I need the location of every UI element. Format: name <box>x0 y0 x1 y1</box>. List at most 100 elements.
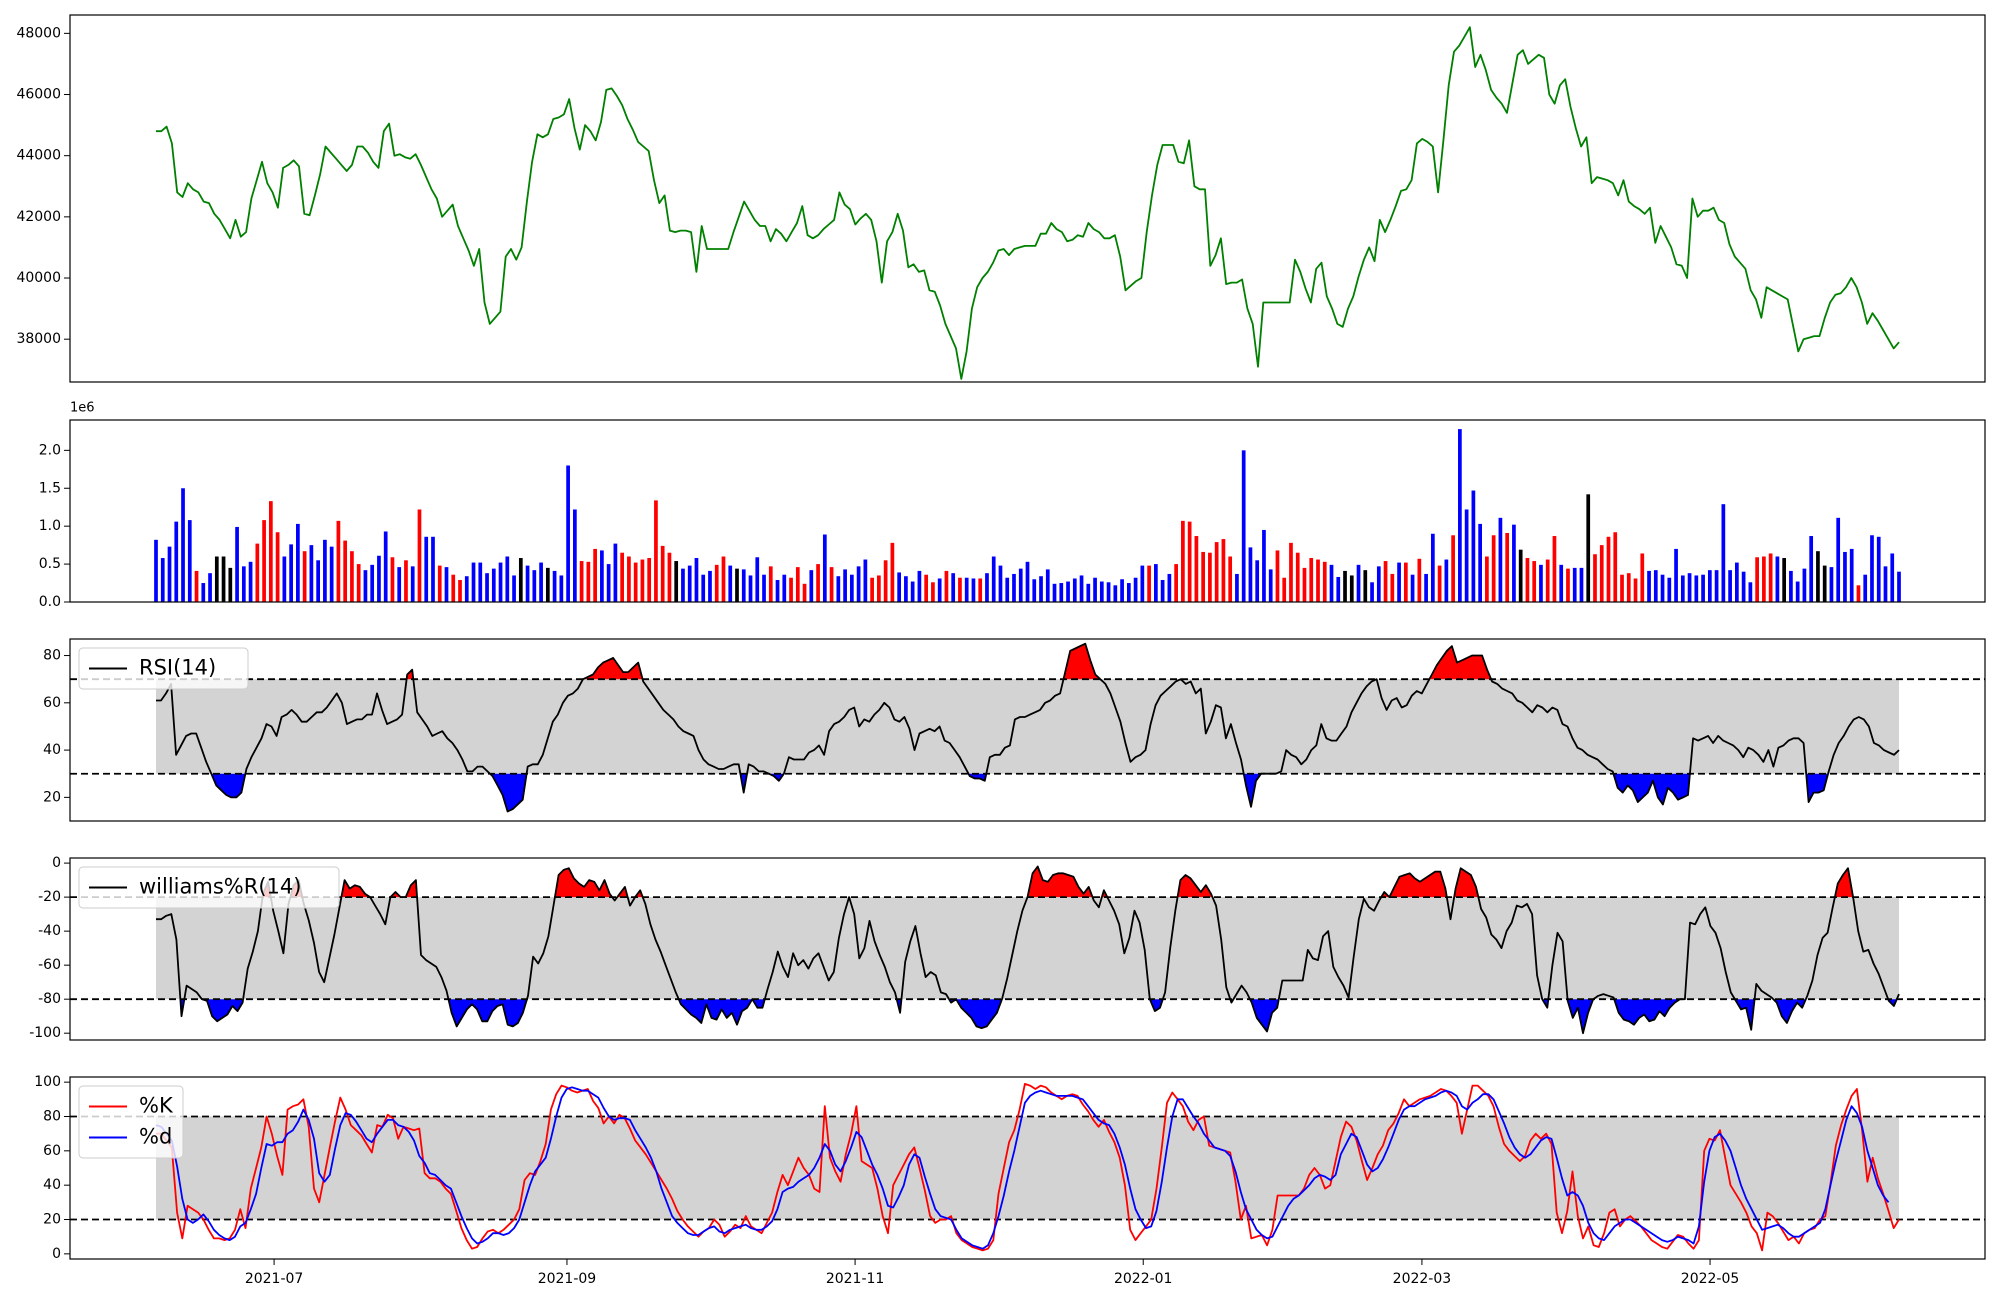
volume-bar <box>1849 548 1854 602</box>
volume-bar <box>1221 539 1226 602</box>
volume-bar <box>1018 568 1023 602</box>
overbought-fill <box>583 657 643 680</box>
volume-bar <box>187 520 192 602</box>
volume-bar <box>1289 542 1293 602</box>
volume-bar <box>1464 509 1469 602</box>
volume-bar <box>1613 532 1618 602</box>
ytick-label: -20 <box>38 889 61 905</box>
volume-bar <box>275 532 280 602</box>
volume-bar <box>1741 571 1746 602</box>
ytick-label: 0.5 <box>39 556 61 572</box>
volume-bar <box>1248 547 1253 602</box>
volume-bar <box>1525 558 1530 602</box>
volume-bar <box>1099 581 1104 602</box>
volume-bar <box>1735 562 1739 602</box>
volume-bar <box>1802 568 1807 602</box>
volume-bar <box>714 564 719 602</box>
volume-bar <box>1444 559 1449 602</box>
volume-bar <box>383 531 388 602</box>
volume-bar <box>1167 573 1172 602</box>
volume-bar <box>782 574 787 602</box>
oversold-fill <box>1773 999 1806 1023</box>
volume-bar <box>1370 582 1374 602</box>
volume-bar <box>1025 561 1030 602</box>
volume-bar <box>1437 565 1442 602</box>
d-line <box>155 1086 1890 1250</box>
volume-bar <box>444 567 449 602</box>
ytick-label: 38000 <box>16 331 61 347</box>
ytick-label: 46000 <box>16 87 61 103</box>
volume-bar <box>1120 579 1124 602</box>
volume-bar <box>1748 582 1753 602</box>
oversold-fill <box>490 773 527 812</box>
volume-bar <box>748 575 753 602</box>
oversold-fill <box>1888 999 1897 1006</box>
volume-bar <box>1336 576 1341 602</box>
volume-bar <box>1829 567 1834 602</box>
ytick-label: 20 <box>43 789 61 805</box>
volume-bar <box>1707 570 1712 602</box>
axes-frame <box>69 14 1986 383</box>
volume-bar <box>1262 529 1266 602</box>
volume-bar <box>606 564 611 602</box>
volume-bar <box>985 573 989 602</box>
xtick-label: 2022-03 <box>1393 1271 1452 1287</box>
oversold-fill <box>1149 999 1163 1012</box>
volume-bar <box>600 550 604 602</box>
volume-bar <box>958 577 962 602</box>
volume-bar <box>971 578 976 602</box>
volume-bar <box>296 523 300 602</box>
volume-bar <box>1181 520 1185 602</box>
volume-bar <box>1045 569 1050 602</box>
volume-bar <box>863 559 868 602</box>
volume-bar <box>910 581 915 602</box>
oversold-fill <box>211 773 246 798</box>
volume-bar <box>167 546 172 602</box>
volume-bar <box>336 520 341 602</box>
volume-bar <box>1316 559 1320 602</box>
volume-bar <box>822 534 827 602</box>
ytick-label: 40 <box>43 1177 61 1193</box>
volume-bar <box>647 558 652 602</box>
volume-bar <box>228 567 233 602</box>
ytick-label: 80 <box>43 648 61 664</box>
volume-bar <box>552 570 557 602</box>
volume-bar <box>268 501 273 602</box>
volume-bar <box>1201 551 1206 602</box>
volume-bar <box>491 568 496 602</box>
volume-bar <box>1187 521 1192 602</box>
volume-bar <box>1539 564 1543 602</box>
volume-bar <box>1694 575 1699 602</box>
volume-bar <box>1822 565 1827 602</box>
volume-bar <box>485 573 489 602</box>
volume-bar <box>1275 550 1280 602</box>
ytick-label: 60 <box>43 695 61 711</box>
volume-bar <box>931 582 935 602</box>
ytick-label: 48000 <box>16 25 61 41</box>
volume-bar <box>437 565 442 602</box>
volume-bar <box>708 570 712 602</box>
volume-bar <box>1566 568 1570 602</box>
xtick-label: 2021-11 <box>826 1271 885 1287</box>
ytick-label: 44000 <box>16 148 61 164</box>
ytick-label: -80 <box>38 991 61 1007</box>
volume-bar <box>721 556 726 602</box>
volume-bar <box>1680 575 1685 602</box>
volume-bar <box>323 539 327 602</box>
oversold-fill <box>956 999 1002 1029</box>
volume-bar <box>282 556 287 602</box>
volume-bar <box>735 568 739 602</box>
legend-box <box>78 1085 184 1159</box>
volume-bar <box>640 559 645 602</box>
volume-bar <box>505 556 510 602</box>
volume-bar <box>1485 556 1489 602</box>
volume-bar <box>904 576 908 602</box>
volume-bar <box>924 574 929 602</box>
volume-bar <box>998 565 1003 602</box>
volume-bar <box>1795 581 1800 602</box>
volume-bar <box>660 545 665 602</box>
volume-bar <box>775 580 780 602</box>
volume-bar <box>471 562 476 602</box>
volume-bar <box>1322 561 1327 602</box>
